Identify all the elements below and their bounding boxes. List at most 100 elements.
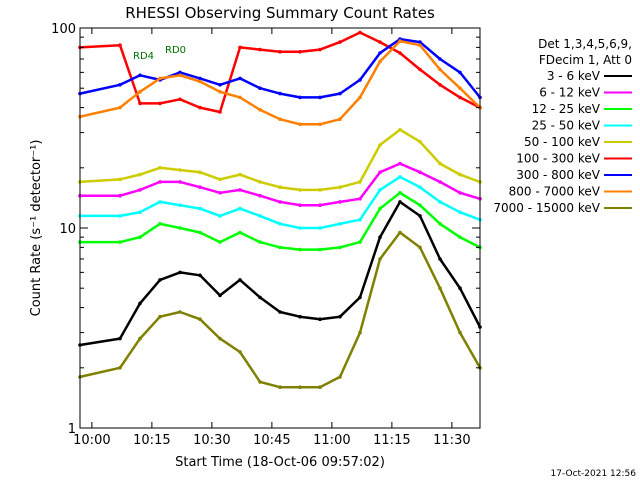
data-point-0-3: [158, 278, 162, 282]
y-axis-label: Count Rate (s⁻¹ detector⁻¹): [29, 140, 44, 317]
data-point-5-5: [198, 105, 202, 110]
data-point-8-6: [218, 336, 222, 341]
data-point-2-8: [258, 240, 262, 244]
data-point-6-10: [298, 95, 302, 100]
data-point-0-14: [378, 235, 382, 239]
data-point-5-10: [298, 50, 302, 54]
data-point-5-15: [398, 51, 402, 55]
data-point-5-13: [358, 30, 362, 35]
data-point-1-1: [118, 193, 122, 198]
data-point-7-10: [298, 122, 302, 127]
data-point-2-3: [158, 222, 162, 226]
x-axis-label: Start Time (18-Oct-06 09:57:02): [175, 455, 385, 470]
data-point-2-18: [458, 235, 462, 239]
y-axis: 1 10 100 Count Rate (s⁻¹ detector⁻¹): [29, 22, 76, 437]
data-point-8-15: [398, 230, 402, 235]
data-point-4-4: [178, 168, 182, 172]
data-point-6-4: [178, 70, 182, 75]
data-point-5-14: [378, 40, 382, 44]
data-point-3-12: [338, 222, 342, 226]
legend-label-2: 12 - 25 keV: [532, 102, 601, 116]
data-point-6-8: [258, 86, 262, 90]
chart-title: RHESSI Observing Summary Count Rates: [125, 4, 435, 22]
data-point-1-13: [358, 197, 362, 201]
y-tick-label-1: 10: [59, 222, 76, 237]
data-point-7-5: [198, 79, 202, 84]
data-point-2-10: [298, 247, 302, 252]
data-point-0-1: [118, 336, 122, 341]
data-point-4-2: [138, 172, 142, 177]
data-point-5-18: [458, 95, 462, 100]
data-point-8-9: [278, 385, 282, 390]
data-point-7-1: [118, 105, 122, 110]
data-point-7-4: [178, 73, 182, 78]
plot-area: [78, 27, 482, 429]
data-point-7-17: [438, 67, 442, 72]
data-point-1-11: [318, 203, 322, 207]
data-point-7-8: [258, 108, 262, 112]
legend-label-1: 6 - 12 keV: [539, 86, 601, 100]
data-point-8-5: [198, 317, 202, 322]
data-point-2-15: [398, 191, 402, 195]
data-point-0-17: [438, 257, 442, 261]
data-point-4-16: [418, 139, 422, 144]
data-point-3-5: [198, 206, 202, 211]
data-point-4-17: [438, 161, 442, 166]
series-line-2: [80, 191, 481, 251]
data-point-2-6: [218, 240, 222, 244]
data-point-3-10: [298, 226, 302, 230]
data-point-1-17: [438, 180, 442, 184]
data-point-3-9: [278, 222, 282, 226]
data-point-2-12: [338, 245, 342, 250]
data-point-0-16: [418, 214, 422, 218]
data-point-2-13: [358, 240, 362, 244]
data-point-6-9: [278, 91, 282, 96]
data-point-3-17: [438, 200, 442, 204]
legend: Det 1,3,4,5,6,9, FDecim 1, Att 0 3 - 6 k…: [493, 37, 632, 215]
data-point-8-12: [338, 375, 342, 379]
data-point-7-12: [338, 117, 342, 121]
data-point-5-16: [418, 67, 422, 72]
legend-title-line-2: FDecim 1, Att 0: [539, 53, 632, 67]
data-point-5-7: [238, 45, 242, 50]
data-point-0-7: [238, 278, 242, 282]
data-point-6-18: [458, 70, 462, 75]
data-point-5-12: [338, 40, 342, 44]
legend-label-5: 100 - 300 keV: [516, 152, 600, 166]
data-point-2-17: [438, 222, 442, 226]
data-point-0-6: [218, 293, 222, 298]
data-point-5-8: [258, 47, 262, 52]
data-point-3-7: [238, 206, 242, 211]
data-point-2-4: [178, 226, 182, 230]
series-line-5: [79, 31, 481, 114]
data-point-0-8: [258, 295, 262, 300]
y-tick-label-0: 1: [68, 422, 76, 437]
data-point-7-7: [238, 95, 242, 100]
data-point-3-18: [458, 210, 462, 214]
data-point-0-9: [278, 310, 282, 314]
data-point-1-3: [158, 180, 162, 184]
data-point-1-10: [298, 203, 302, 207]
data-point-5-1: [118, 43, 122, 47]
series-line-0: [79, 200, 482, 347]
data-point-2-9: [278, 245, 282, 250]
data-point-3-16: [418, 185, 422, 189]
data-point-7-16: [418, 43, 422, 47]
x-tick-label-4: 11:00: [313, 433, 350, 448]
data-point-0-11: [318, 317, 322, 322]
legend-label-0: 3 - 6 keV: [547, 69, 601, 83]
data-point-6-2: [138, 73, 142, 78]
data-point-1-14: [378, 170, 382, 174]
series-line-7: [79, 39, 481, 126]
data-point-1-12: [338, 200, 342, 204]
data-point-6-1: [118, 83, 122, 87]
data-point-6-17: [438, 57, 442, 61]
data-point-5-17: [438, 83, 442, 87]
data-point-7-9: [278, 117, 282, 121]
data-point-4-10: [298, 188, 302, 192]
data-point-8-8: [258, 380, 262, 384]
data-point-8-13: [358, 330, 362, 335]
series-line-4: [79, 128, 481, 192]
data-point-4-9: [278, 185, 282, 189]
